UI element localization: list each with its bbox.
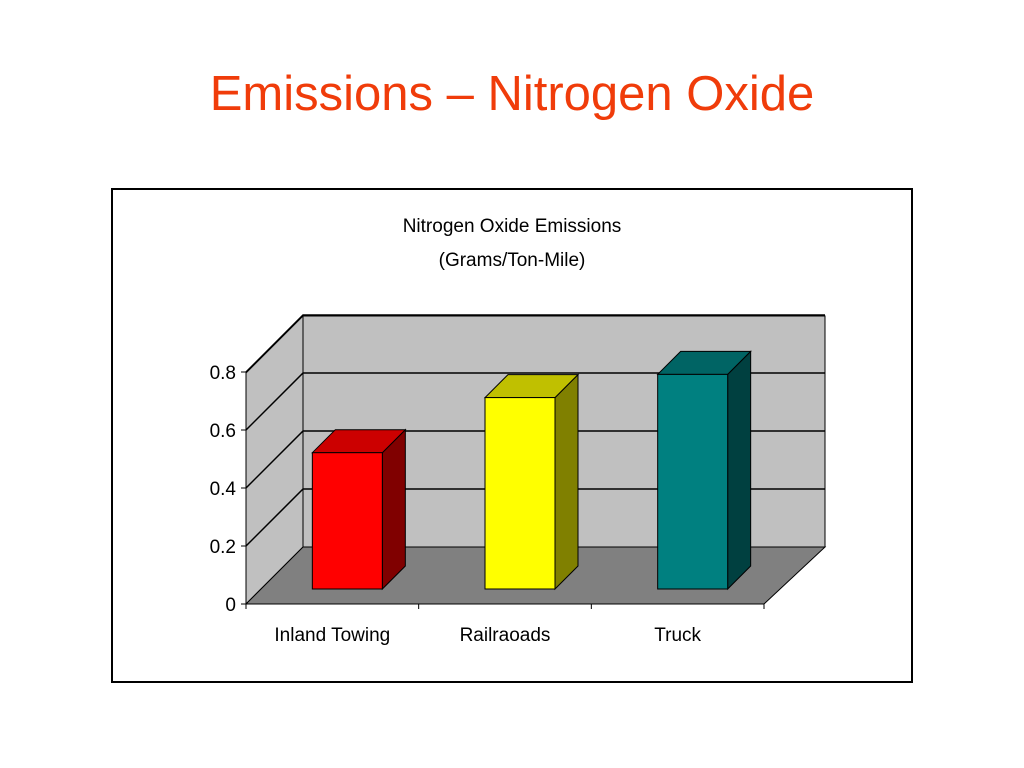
- x-tick-label: Inland Towing: [274, 625, 390, 646]
- y-tick-label: 0.2: [210, 537, 236, 558]
- gridline: [245, 372, 825, 431]
- slide-title: Emissions – Nitrogen Oxide: [209, 67, 815, 121]
- gridline: [245, 314, 825, 373]
- x-tick-label: Railraoads: [460, 625, 551, 646]
- gridline: [245, 430, 825, 489]
- x-tick-label: Truck: [654, 625, 701, 646]
- chart-frame: Nitrogen Oxide Emissions (Grams/Ton-Mile…: [111, 188, 913, 683]
- bar-side-2: [554, 373, 579, 591]
- bar-side-3: [727, 350, 752, 591]
- y-tick-label: 0.4: [210, 479, 237, 500]
- bar-2: [484, 397, 556, 590]
- y-tick-label: 0: [225, 595, 236, 616]
- chart-title: Nitrogen Oxide Emissions: [403, 216, 622, 237]
- bar-side-1: [381, 428, 406, 591]
- bar-1: [311, 452, 383, 590]
- chart-subtitle: (Grams/Ton-Mile): [439, 250, 586, 271]
- bar-3: [657, 373, 729, 590]
- plot-area: 0 0.2 0.4 0.6 0.8 Inland Towing Railraoads Truc…: [210, 314, 827, 646]
- nox-bar-chart: Nitrogen Oxide Emissions (Grams/Ton-Mile…: [210, 216, 827, 646]
- gridline: [245, 488, 825, 547]
- y-tick-label: 0.6: [210, 421, 236, 442]
- y-tick-label: 0.8: [210, 363, 236, 384]
